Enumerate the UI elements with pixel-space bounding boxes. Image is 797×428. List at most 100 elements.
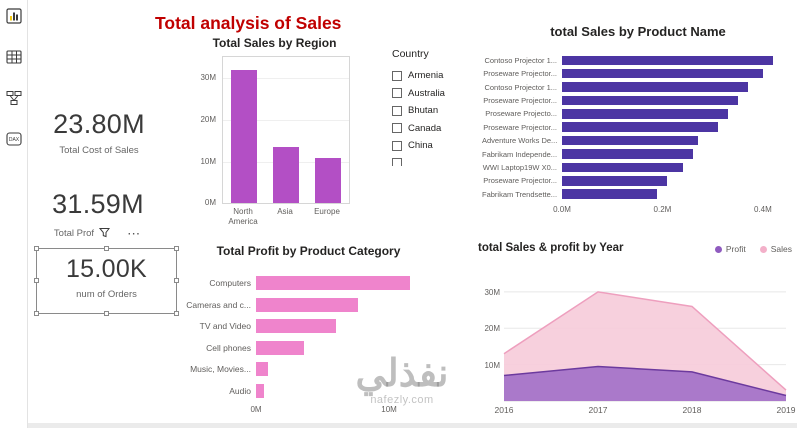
bar-fabrikam-trendsette[interactable] bbox=[562, 189, 658, 199]
bar-audio[interactable] bbox=[256, 383, 264, 398]
slicer-title: Country bbox=[392, 48, 429, 60]
slicer-option-bhutan[interactable]: Bhutan bbox=[392, 102, 484, 120]
bar-track bbox=[256, 276, 429, 291]
bar-track bbox=[256, 362, 429, 377]
category-label: Cameras and c... bbox=[186, 299, 251, 310]
bar-north-america[interactable] bbox=[231, 69, 257, 204]
legend-item-profit[interactable]: Profit bbox=[714, 244, 746, 254]
gridline bbox=[223, 119, 349, 121]
x-axis: 0.0M 0.2M 0.4M bbox=[482, 205, 794, 217]
category-label: Proseware Projector... bbox=[483, 95, 557, 105]
chart-row: Proseware Projector... bbox=[482, 174, 794, 187]
selection-handle[interactable] bbox=[34, 311, 39, 316]
x-axis-label: Europe bbox=[314, 207, 340, 217]
kpi-card-total-cost[interactable]: 23.80M Total Cost of Sales bbox=[28, 109, 170, 155]
bar-proseware-projector[interactable] bbox=[562, 95, 738, 106]
slicer-option-china[interactable]: China bbox=[392, 137, 484, 155]
bar-contoso-projector-1[interactable] bbox=[562, 55, 773, 66]
bar-contoso-projector-1[interactable] bbox=[562, 82, 748, 92]
category-label: Fabrikam Independe... bbox=[482, 149, 558, 159]
legend-label: Profit bbox=[725, 244, 746, 254]
bar-fabrikam-independe[interactable] bbox=[562, 149, 693, 159]
slicer-country[interactable]: Country Armenia Australia Bhutan Canada Chin… bbox=[392, 48, 484, 166]
slicer-option-item[interactable] bbox=[392, 155, 484, 166]
selection-handle[interactable] bbox=[174, 311, 179, 316]
bar-track bbox=[562, 82, 788, 92]
bar-track bbox=[562, 122, 788, 132]
visual-title: Total Profit by Product Category bbox=[216, 244, 401, 258]
chart-row: Cell phones bbox=[182, 337, 435, 359]
bar-track bbox=[256, 319, 429, 334]
more-options-icon[interactable]: ⋯ bbox=[127, 225, 143, 241]
profit-area[interactable] bbox=[504, 366, 786, 402]
category-label: WWI Laptop19W X0... bbox=[482, 162, 557, 172]
bar-wwi-laptop19w-x0[interactable] bbox=[562, 162, 683, 173]
selection-handle[interactable] bbox=[174, 278, 179, 283]
visual-total-sales-by-region[interactable]: Total Sales by Region 0M 10M 20M 30M North … bbox=[182, 36, 367, 236]
legend-item-sales[interactable]: Sales bbox=[759, 244, 792, 254]
bar-tv-and-video[interactable] bbox=[256, 319, 336, 334]
slicer-option-label: China bbox=[408, 140, 433, 152]
bar-asia[interactable] bbox=[273, 147, 299, 204]
checkbox-icon[interactable] bbox=[392, 70, 402, 81]
y-axis-tick-label: 20M bbox=[484, 324, 500, 334]
profit-legend-dot bbox=[714, 245, 722, 253]
checkbox-icon[interactable] bbox=[392, 140, 402, 151]
bar-europe[interactable] bbox=[315, 157, 341, 204]
bar-cameras-and-c[interactable] bbox=[256, 297, 359, 312]
model-view-icon[interactable] bbox=[5, 89, 23, 107]
selection-handle[interactable] bbox=[103, 311, 109, 316]
bar-proseware-projector[interactable] bbox=[562, 68, 763, 79]
bar-proseware-projecto[interactable] bbox=[562, 109, 728, 119]
chart-row: Proseware Projector... bbox=[482, 67, 794, 80]
filter-icon[interactable] bbox=[99, 225, 111, 243]
kpi-card-total-profit[interactable]: 31.59M Total Prof ⋯ bbox=[24, 189, 172, 243]
x-axis: 0M 10M bbox=[182, 405, 435, 417]
bar-rows: Contoso Projector 1... Proseware Projecto… bbox=[482, 54, 794, 201]
svg-text:DAX: DAX bbox=[8, 137, 19, 143]
category-label: Proseware Projector... bbox=[483, 69, 557, 79]
visual-profit-by-product-category[interactable]: Total Profit by Product Category Compute… bbox=[182, 244, 435, 424]
slicer-option-label: Armenia bbox=[408, 70, 444, 82]
y-axis: 0M 10M 20M 30M bbox=[182, 56, 222, 207]
bar-track bbox=[562, 176, 788, 186]
bar-adventure-works-de[interactable] bbox=[562, 135, 698, 146]
kpi-label: num of Orders bbox=[76, 288, 137, 300]
chart-row: Proseware Projecto... bbox=[482, 107, 794, 120]
bar-track bbox=[562, 95, 788, 106]
selection-handle[interactable] bbox=[34, 278, 39, 283]
bar-cell-phones[interactable] bbox=[256, 340, 304, 355]
slicer-option-canada[interactable]: Canada bbox=[392, 120, 484, 138]
bar-music-movies[interactable] bbox=[256, 362, 268, 377]
kpi-card-num-orders[interactable]: 15.00K num of Orders bbox=[34, 246, 179, 316]
visual-sales-by-product-name[interactable]: total Sales by Product Name Contoso Proj… bbox=[482, 24, 794, 224]
bar-track bbox=[256, 340, 429, 355]
selection-handle[interactable] bbox=[34, 246, 39, 251]
data-view-icon[interactable] bbox=[5, 48, 23, 66]
selection-handle[interactable] bbox=[174, 246, 179, 251]
checkbox-icon[interactable] bbox=[392, 105, 402, 116]
checkbox-icon[interactable] bbox=[392, 123, 402, 134]
bar-track bbox=[562, 135, 788, 146]
bar-proseware-projector[interactable] bbox=[562, 122, 718, 132]
dax-query-view-icon[interactable]: DAX bbox=[5, 130, 23, 148]
area-plot bbox=[503, 291, 787, 402]
category-label: Fabrikam Trendsette... bbox=[482, 189, 558, 199]
x-axis-tick-label: 2018 bbox=[682, 405, 702, 415]
bar-track bbox=[562, 189, 788, 199]
slicer-option-armenia[interactable]: Armenia bbox=[392, 67, 484, 85]
report-view-icon[interactable] bbox=[5, 7, 23, 25]
sales-line bbox=[503, 291, 787, 391]
selection-handle[interactable] bbox=[103, 246, 109, 251]
bar-computers[interactable] bbox=[256, 276, 411, 291]
checkbox-icon[interactable] bbox=[392, 158, 402, 166]
x-axis-tick-label: 2019 bbox=[776, 405, 796, 415]
bar-proseware-projector[interactable] bbox=[562, 176, 668, 186]
category-label: Adventure Works De... bbox=[482, 136, 558, 146]
category-label: Contoso Projector 1... bbox=[484, 55, 557, 65]
x-axis-label: Asia bbox=[277, 207, 293, 217]
checkbox-icon[interactable] bbox=[392, 88, 402, 99]
plot-area bbox=[222, 56, 350, 205]
slicer-option-australia[interactable]: Australia bbox=[392, 85, 484, 103]
visual-sales-profit-by-year[interactable]: total Sales & profit by Year Profit Sale… bbox=[476, 242, 796, 424]
